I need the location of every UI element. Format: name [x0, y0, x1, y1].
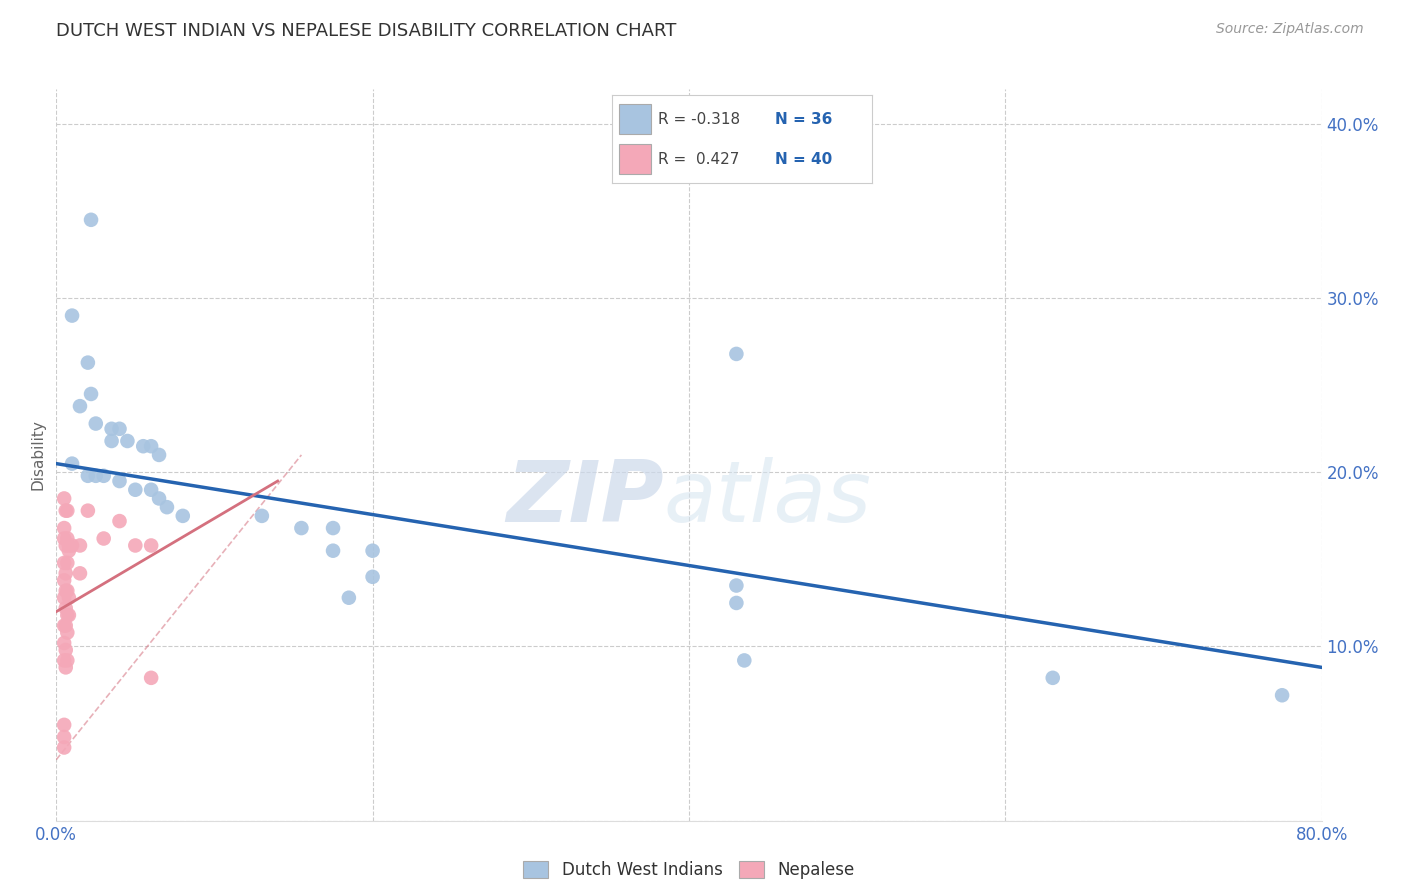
Point [55, 583, 77, 598]
Text: R =  0.427: R = 0.427 [658, 152, 740, 167]
Point [55, 660, 77, 674]
Point [725, 347, 748, 361]
Point [56, 503, 79, 517]
Point [69, 399, 91, 413]
Point [53, 591, 76, 605]
Point [60, 457, 83, 471]
Point [60, 309, 83, 323]
Text: Source: ZipAtlas.com: Source: ZipAtlas.com [1216, 22, 1364, 37]
Point [53, 740, 76, 755]
Point [733, 653, 755, 667]
Text: DUTCH WEST INDIAN VS NEPALESE DISABILITY CORRELATION CHART: DUTCH WEST INDIAN VS NEPALESE DISABILITY… [56, 22, 676, 40]
Point [53, 636, 76, 650]
Point [55, 539, 77, 553]
Text: N = 36: N = 36 [776, 112, 832, 127]
Point [60, 539, 83, 553]
FancyBboxPatch shape [620, 104, 651, 134]
Point [53, 718, 76, 732]
Point [361, 543, 384, 558]
Text: R = -0.318: R = -0.318 [658, 112, 741, 127]
Point [290, 521, 312, 535]
Point [156, 500, 179, 515]
Point [141, 439, 163, 453]
Text: ZIP: ZIP [506, 458, 664, 541]
Legend: Dutch West Indians, Nepalese: Dutch West Indians, Nepalese [516, 854, 862, 886]
Point [132, 439, 155, 453]
Point [58, 591, 80, 605]
Point [56, 583, 79, 598]
Point [361, 570, 384, 584]
Point [84, 468, 107, 483]
Point [58, 608, 80, 623]
Point [108, 514, 131, 528]
Point [100, 434, 122, 448]
Point [93, 468, 115, 483]
Point [55, 503, 77, 517]
Point [117, 434, 139, 448]
Point [1271, 688, 1294, 702]
FancyBboxPatch shape [620, 145, 651, 174]
Point [93, 532, 115, 546]
Point [58, 543, 80, 558]
Point [322, 521, 344, 535]
Point [148, 448, 170, 462]
Point [108, 474, 131, 488]
Point [55, 643, 77, 657]
Point [76, 468, 98, 483]
Point [141, 483, 163, 497]
Text: atlas: atlas [664, 458, 872, 541]
Point [84, 417, 107, 431]
Point [725, 578, 748, 592]
Point [108, 422, 131, 436]
Point [69, 539, 91, 553]
Point [1042, 671, 1064, 685]
Point [322, 543, 344, 558]
Text: N = 40: N = 40 [776, 152, 832, 167]
Point [76, 356, 98, 370]
Point [53, 556, 76, 570]
Point [80, 212, 103, 227]
Point [141, 539, 163, 553]
Point [53, 521, 76, 535]
Point [56, 608, 79, 623]
Point [55, 618, 77, 632]
Point [124, 483, 146, 497]
Point [55, 566, 77, 581]
Point [69, 566, 91, 581]
Point [250, 508, 273, 523]
Point [56, 556, 79, 570]
Point [172, 508, 194, 523]
Point [56, 625, 79, 640]
Point [80, 387, 103, 401]
Point [53, 653, 76, 667]
Point [56, 653, 79, 667]
Point [56, 532, 79, 546]
Point [58, 539, 80, 553]
Point [100, 422, 122, 436]
Y-axis label: Disability: Disability [30, 419, 45, 491]
Point [76, 503, 98, 517]
Point [55, 601, 77, 615]
Point [141, 671, 163, 685]
Point [53, 618, 76, 632]
Point [148, 491, 170, 506]
Point [53, 532, 76, 546]
Point [124, 539, 146, 553]
Point [53, 491, 76, 506]
Point [725, 596, 748, 610]
Point [53, 730, 76, 744]
Point [53, 574, 76, 588]
Point [337, 591, 360, 605]
